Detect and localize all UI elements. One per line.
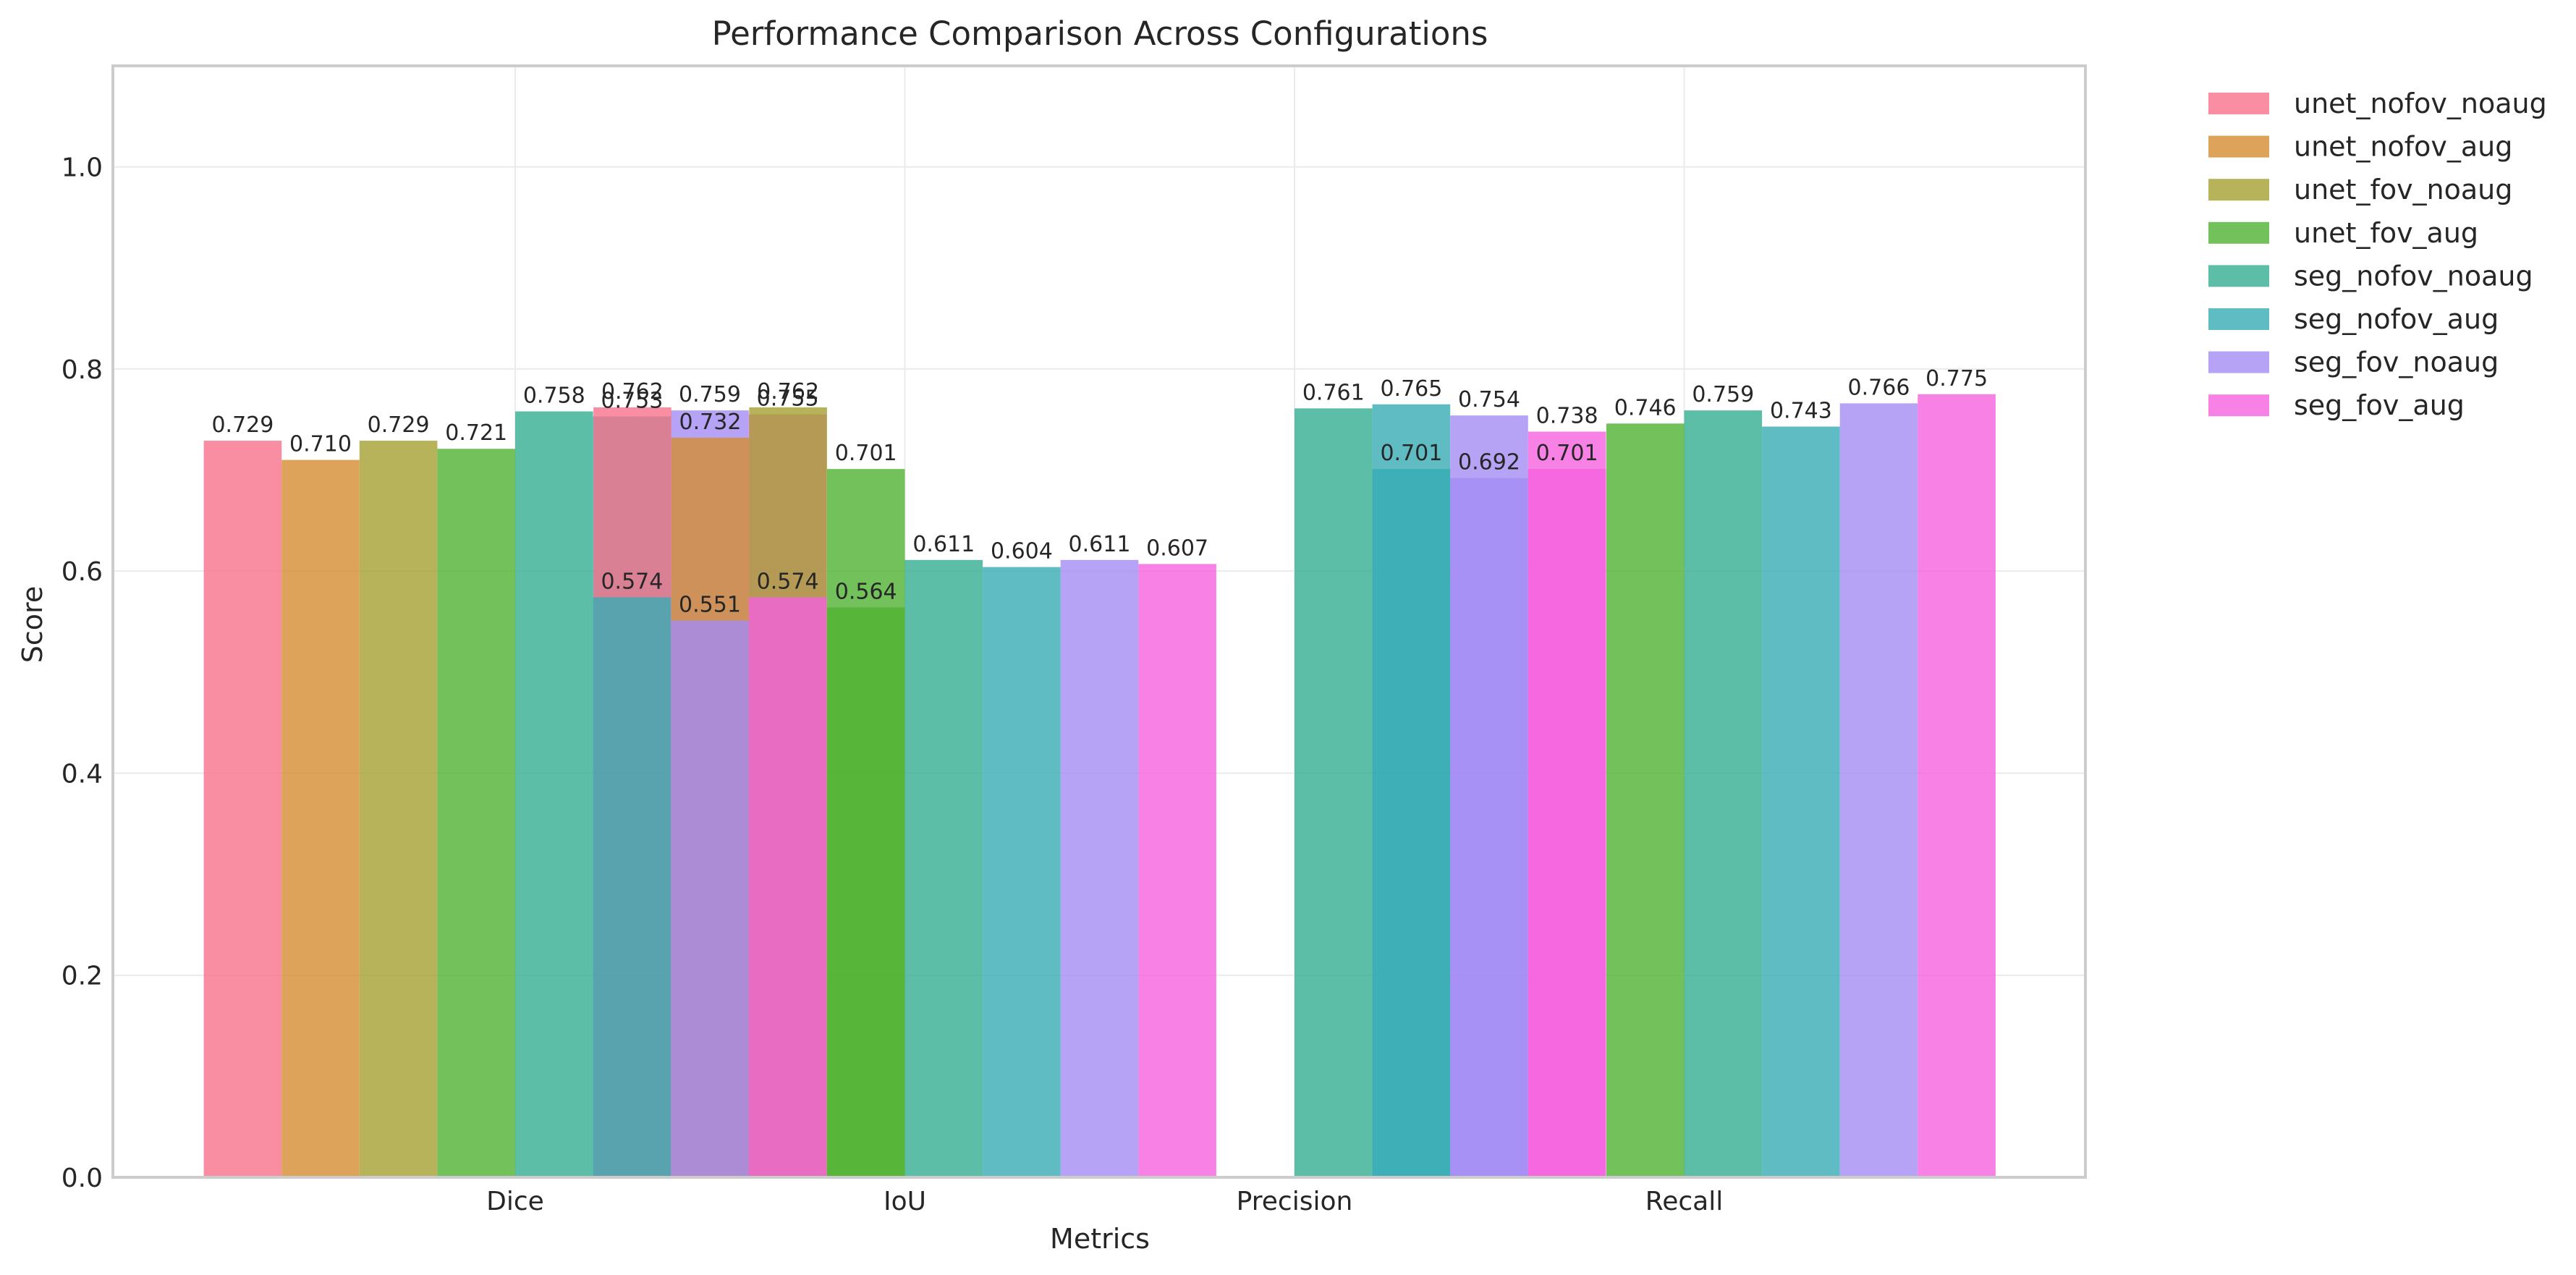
y-tick-label: 0.2: [62, 962, 103, 991]
chart-title: Performance Comparison Across Configurat…: [712, 14, 1488, 53]
bar-seg_fov_aug: [1138, 564, 1216, 1177]
bar-unet_fov_aug: [826, 469, 905, 1177]
bar-seg_nofov_aug: [593, 597, 671, 1177]
legend-swatch-seg_nofov_aug: [2208, 308, 2269, 330]
bar-unet_fov_noaug: [359, 441, 438, 1177]
data-label: 0.753: [601, 389, 663, 414]
plot-frame: [111, 64, 2087, 1179]
bar-seg_nofov_aug: [983, 567, 1061, 1177]
bar-seg_nofov_aug: [1762, 426, 1840, 1177]
data-label: 0.721: [445, 420, 507, 446]
data-label: 0.761: [1302, 380, 1365, 405]
y-tick-label: 0.4: [62, 759, 103, 789]
legend-swatch-unet_fov_noaug: [2208, 179, 2269, 201]
data-label: 0.729: [368, 412, 430, 438]
bar-seg_nofov_aug: [1372, 469, 1451, 1177]
x-tick-label: Dice: [486, 1187, 544, 1216]
bars: [203, 394, 1996, 1178]
legend-swatch-seg_nofov_noaug: [2208, 265, 2269, 287]
data-label: 0.765: [1380, 376, 1442, 402]
data-label: 0.746: [1614, 395, 1677, 420]
legend-label: seg_nofov_aug: [2294, 303, 2499, 335]
legend-label: seg_nofov_noaug: [2294, 260, 2533, 292]
data-label: 0.754: [1458, 387, 1520, 412]
data-label: 0.710: [289, 432, 352, 457]
y-axis-title: Score: [17, 586, 48, 663]
legend-swatch-unet_nofov_aug: [2208, 135, 2269, 158]
data-label: 0.766: [1848, 375, 1910, 400]
data-labels: 0.729 0.710 0.729 0.721 0.758 0.753 0.759 0.755…: [211, 366, 1988, 618]
y-tick-label: 0.8: [62, 355, 103, 385]
data-label: 0.701: [1536, 441, 1598, 466]
bar-seg_nofov_noaug: [1684, 410, 1763, 1178]
bar-seg_fov_noaug: [671, 620, 749, 1177]
bar-seg_nofov_noaug: [515, 411, 593, 1177]
data-label: 0.611: [1069, 532, 1131, 557]
x-tick-label: Precision: [1237, 1187, 1353, 1216]
bar-seg_nofov_noaug: [1295, 408, 1373, 1178]
data-label: 0.701: [1380, 441, 1442, 466]
legend-label: seg_fov_noaug: [2294, 347, 2499, 378]
legend-swatch-unet_fov_aug: [2208, 221, 2269, 244]
legend-swatch-seg_fov_noaug: [2208, 351, 2269, 373]
bar-seg_fov_noaug: [1450, 478, 1528, 1177]
bar-seg_fov_aug: [1918, 394, 1996, 1178]
y-tick-label: 1.0: [62, 153, 103, 183]
bar-seg_fov_noaug: [1839, 403, 1918, 1177]
legend-label: seg_fov_aug: [2294, 389, 2465, 421]
legend-swatch-unet_nofov_noaug: [2208, 93, 2269, 114]
data-label: 0.604: [991, 539, 1053, 564]
bar-unet_fov_aug: [437, 449, 515, 1177]
x-axis-ticks: Dice IoU Precision Recall: [486, 1187, 1723, 1216]
legend-label: unet_nofov_aug: [2294, 131, 2512, 163]
data-label: 0.738: [1536, 403, 1598, 428]
data-label: 0.574: [757, 569, 819, 594]
legend-label: unet_nofov_noaug: [2294, 88, 2547, 119]
bar-seg_fov_noaug: [1060, 559, 1139, 1177]
y-tick-label: 0.0: [62, 1164, 103, 1193]
bar-seg_fov_aug: [1528, 469, 1606, 1177]
data-label: 0.759: [1692, 382, 1754, 407]
y-axis-ticks: 0.0 0.2 0.4 0.6 0.8 1.0: [62, 153, 103, 1193]
data-label: 0.574: [601, 569, 663, 594]
data-label: 0.701: [835, 441, 897, 466]
bar-unet_nofov_noaug: [203, 441, 282, 1177]
data-label: 0.759: [679, 382, 741, 407]
legend: unet_nofov_noaug unet_nofov_aug unet_fov_n…: [2208, 88, 2547, 421]
data-label: 0.607: [1146, 535, 1208, 561]
bar-unet_fov_aug: [1606, 423, 1685, 1177]
data-label: 0.755: [757, 386, 819, 412]
legend-swatch-seg_fov_aug: [2208, 394, 2269, 417]
bar-unet_nofov_aug: [281, 459, 360, 1177]
x-axis-title: Metrics: [1050, 1223, 1150, 1255]
bar-seg_fov_aug: [748, 597, 827, 1177]
data-label: 0.611: [912, 532, 975, 557]
data-label: 0.729: [211, 412, 274, 438]
y-tick-label: 0.6: [62, 557, 103, 587]
data-label: 0.743: [1770, 399, 1832, 424]
data-label: 0.775: [1925, 366, 1988, 391]
bar-seg_nofov_noaug: [904, 559, 983, 1177]
data-label: 0.758: [523, 384, 585, 409]
data-label: 0.551: [679, 593, 741, 618]
x-tick-label: IoU: [884, 1187, 926, 1216]
data-label: 0.732: [679, 410, 742, 435]
data-label: 0.762: [601, 379, 664, 404]
data-label: 0.692: [1458, 450, 1520, 475]
data-label: 0.762: [757, 379, 819, 404]
x-tick-label: Recall: [1645, 1187, 1723, 1216]
data-label: 0.564: [835, 579, 897, 604]
legend-label: unet_fov_aug: [2294, 217, 2478, 249]
legend-label: unet_fov_noaug: [2294, 174, 2512, 206]
